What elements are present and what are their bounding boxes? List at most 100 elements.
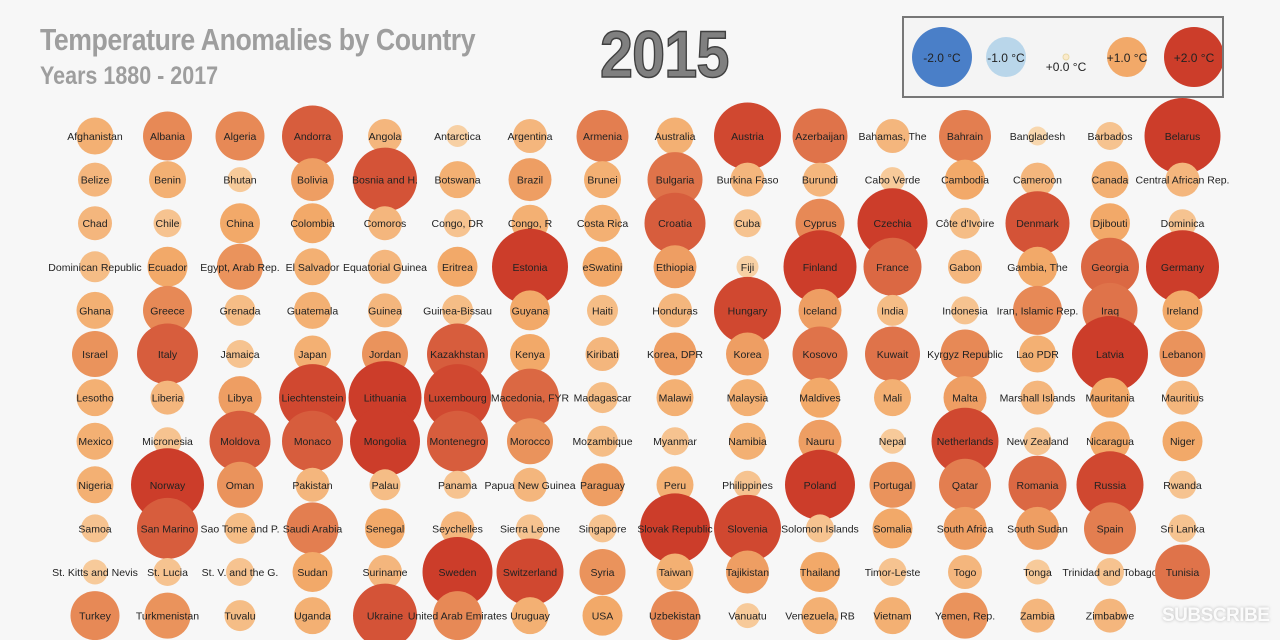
bubble-label: Togo: [954, 567, 977, 579]
bubble-mark: [1155, 544, 1210, 600]
bubble-label: Croatia: [658, 218, 692, 230]
bubble-gabon: Gabon: [948, 249, 982, 284]
bubble-label: Spain: [1097, 523, 1124, 535]
bubble-mark: [443, 470, 472, 499]
bubble-mark: [368, 293, 402, 328]
bubble-label: Belize: [81, 175, 110, 187]
bubble-label: Bulgaria: [656, 175, 695, 187]
bubble-label: Dominica: [1161, 218, 1205, 230]
bubble-samoa: Samoa: [78, 514, 112, 543]
bubble-gambia-the: Gambia, The: [1007, 246, 1068, 287]
legend-item: -1.0 °C: [986, 37, 1026, 77]
bubble-sudan: Sudan: [292, 552, 333, 592]
bubble-st-kitts-and-nevis: St. Kitts and Nevis: [52, 559, 138, 585]
bubble-mark: [733, 470, 762, 499]
bubble-mark: [1096, 122, 1124, 150]
bubble-ukraine: Ukraine: [353, 583, 417, 640]
bubble-mark: [147, 246, 188, 287]
bubble-mark: [153, 209, 182, 238]
bubble-mark: [714, 276, 781, 344]
bubble-label: Sierra Leone: [500, 523, 560, 535]
bubble-label: Australia: [655, 131, 696, 143]
bubble-label: Côte d'Ivoire: [936, 218, 995, 230]
bubble-lesotho: Lesotho: [76, 379, 114, 417]
bubble-mark: [440, 511, 475, 546]
bubble-mark: [948, 249, 982, 284]
bubble-label: Gambia, The: [1007, 262, 1068, 274]
bubble-mark: [943, 506, 987, 550]
chart-subtitle: Years 1880 - 2017: [40, 62, 219, 90]
bubble-suriname: Suriname: [363, 555, 408, 589]
bubble-barbados: Barbados: [1088, 122, 1133, 150]
bubble-label: Zimbabwe: [1086, 611, 1135, 623]
bubble-st-lucia: St. Lucia: [147, 558, 188, 586]
bubble-mark: [733, 209, 762, 238]
bubble-mark: [76, 466, 114, 504]
bubble-mauritius: Mauritius: [1161, 380, 1204, 415]
bubble-mark: [144, 592, 191, 639]
bubble-label: Brunei: [587, 175, 617, 187]
bubble-label: Liechtenstein: [282, 393, 344, 405]
bubble-mark: [215, 111, 265, 161]
bubble-mark: [656, 466, 694, 504]
bubble-greece: Greece: [143, 285, 192, 335]
bubble-luxembourg: Luxembourg: [424, 364, 491, 432]
bubble-denmark: Denmark: [1005, 191, 1070, 256]
bubble-montenegro: Montenegro: [427, 410, 488, 472]
bubble-label: Malaysia: [727, 393, 769, 405]
bubble-mark: [587, 425, 618, 457]
bubble-bangladesh: Bangladesh: [1010, 126, 1065, 146]
bubble-mark: [282, 105, 343, 167]
bubble-togo: Togo: [948, 555, 982, 589]
bubble-label: Qatar: [952, 480, 979, 492]
bubble-label: Italy: [158, 349, 178, 361]
bubble-label: Albania: [150, 131, 185, 143]
bubble-thailand: Thailand: [800, 552, 840, 592]
bubble-guatemala: Guatemala: [287, 291, 338, 329]
bubble-label: Lao PDR: [1016, 349, 1059, 361]
bubble-label: Barbados: [1088, 131, 1133, 143]
bubble-burundi: Burundi: [802, 162, 838, 197]
bubble-mark: [76, 379, 114, 417]
bubble-mark: [292, 552, 333, 592]
bubble-label: Micronesia: [142, 436, 193, 448]
bubble-uganda: Uganda: [294, 597, 331, 635]
bubble-mark: [874, 597, 911, 635]
bubble-label: Mexico: [78, 436, 111, 448]
bubble-turkey: Turkey: [70, 591, 120, 640]
bubble-liechtenstein: Liechtenstein: [279, 364, 346, 432]
bubble-bahrain: Bahrain: [939, 110, 991, 162]
legend-label: +2.0 °C: [1174, 51, 1215, 65]
bubble-label: Taiwan: [659, 567, 692, 579]
subscribe-watermark[interactable]: SUBSCRIBE: [1162, 605, 1270, 626]
bubble-saudi-arabia: Saudi Arabia: [283, 502, 342, 555]
bubble-label: Israel: [82, 349, 108, 361]
bubble-burkina-faso: Burkina Faso: [717, 162, 779, 197]
bubble-mark: [942, 592, 988, 639]
bubble-nepal: Nepal: [879, 428, 906, 454]
bubble-tunisia: Tunisia: [1155, 544, 1210, 600]
bubble-seychelles: Seychelles: [432, 511, 483, 546]
bubble-mark: [1025, 559, 1050, 585]
bubble-mark: [209, 410, 271, 472]
bubble-mark: [78, 162, 112, 197]
bubble-label: Jamaica: [220, 349, 259, 361]
bubble-mark: [72, 331, 118, 377]
bubble-djibouti: Djibouti: [1090, 203, 1130, 244]
bubble-label: Ethiopia: [656, 262, 694, 274]
bubble-brunei: Brunei: [584, 161, 621, 199]
bubble-mark: [294, 248, 331, 286]
bubble-nicaragua: Nicaragua: [1086, 421, 1134, 462]
bubble-label: Russia: [1094, 480, 1126, 492]
bubble-palau: Palau: [369, 469, 401, 501]
bubble-south-sudan: South Sudan: [1007, 506, 1068, 550]
bubble-mark: [729, 422, 766, 460]
bubble-mark: [588, 514, 617, 543]
bubble-mark: [1165, 380, 1200, 415]
bubble-jamaica: Jamaica: [220, 340, 260, 368]
bubble-mark: [1165, 162, 1200, 197]
bubble-label: Algeria: [224, 131, 257, 143]
bubble-honduras: Honduras: [652, 293, 698, 328]
bubble-label: Denmark: [1016, 218, 1059, 230]
bubble-label: Oman: [226, 480, 255, 492]
